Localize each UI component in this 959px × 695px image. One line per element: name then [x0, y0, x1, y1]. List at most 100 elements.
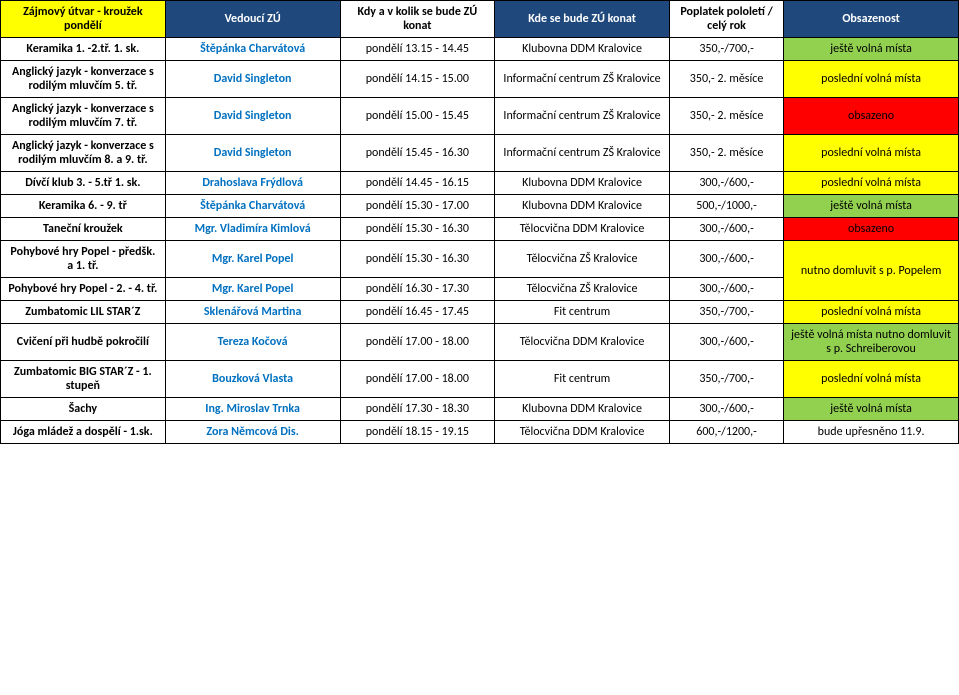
- cell-where: Tělocvična DDM Kralovice: [495, 218, 670, 241]
- cell-where: Tělocvična ZŠ Kralovice: [495, 241, 670, 278]
- cell-leader: Bouzková Vlasta: [165, 361, 340, 398]
- cell-where: Klubovna DDM Kralovice: [495, 195, 670, 218]
- cell-avail: obsazeno: [784, 98, 959, 135]
- cell-where: Informační centrum ZŠ Kralovice: [495, 135, 670, 172]
- cell-avail: poslední volná místa: [784, 172, 959, 195]
- cell-fee: 300,-/600,-: [669, 172, 783, 195]
- cell-where: Klubovna DDM Kralovice: [495, 398, 670, 421]
- cell-when: pondělí 17.00 - 18.00: [340, 361, 495, 398]
- cell-avail: obsazeno: [784, 218, 959, 241]
- table-row: Anglický jazyk - konverzace s rodilým ml…: [1, 61, 959, 98]
- cell-name: Keramika 1. -2.tř. 1. sk.: [1, 38, 166, 61]
- cell-avail: poslední volná místa: [784, 135, 959, 172]
- cell-fee: 500,-/1000,-: [669, 195, 783, 218]
- table-row: Anglický jazyk - konverzace s rodilým ml…: [1, 98, 959, 135]
- cell-where: Klubovna DDM Kralovice: [495, 38, 670, 61]
- table-row: ŠachyIng. Miroslav Trnkapondělí 17.30 - …: [1, 398, 959, 421]
- table-row: Zumbatomic LIL STAR´ZSklenářová Martinap…: [1, 301, 959, 324]
- cell-where: Tělocvična DDM Kralovice: [495, 324, 670, 361]
- cell-avail: ještě volná místa: [784, 195, 959, 218]
- cell-when: pondělí 13.15 - 14.45: [340, 38, 495, 61]
- table-row: Cvičení při hudbě pokročilíTereza Kočová…: [1, 324, 959, 361]
- cell-fee: 300,-/600,-: [669, 241, 783, 278]
- cell-name: Pohybové hry Popel - předšk. a 1. tř.: [1, 241, 166, 278]
- cell-when: pondělí 15.00 - 15.45: [340, 98, 495, 135]
- cell-name: Jóga mládež a dospělí - 1.sk.: [1, 421, 166, 444]
- cell-fee: 350,- 2. měsíce: [669, 98, 783, 135]
- cell-avail: bude upřesněno 11.9.: [784, 421, 959, 444]
- header-where: Kde se bude ZÚ konat: [495, 1, 670, 38]
- cell-name: Taneční kroužek: [1, 218, 166, 241]
- table-row: Keramika 1. -2.tř. 1. sk.Štěpánka Charvá…: [1, 38, 959, 61]
- cell-where: Klubovna DDM Kralovice: [495, 172, 670, 195]
- table-body: Keramika 1. -2.tř. 1. sk.Štěpánka Charvá…: [1, 38, 959, 444]
- header-name: Zájmový útvar - kroužek pondělí: [1, 1, 166, 38]
- cell-leader: Štěpánka Charvátová: [165, 38, 340, 61]
- cell-when: pondělí 16.30 - 17.30: [340, 278, 495, 301]
- cell-where: Tělocvična DDM Kralovice: [495, 421, 670, 444]
- cell-avail: ještě volná místa: [784, 398, 959, 421]
- cell-when: pondělí 15.30 - 16.30: [340, 218, 495, 241]
- cell-leader: Mgr. Vladimíra Kimlová: [165, 218, 340, 241]
- header-row: Zájmový útvar - kroužek pondělí Vedoucí …: [1, 1, 959, 38]
- cell-when: pondělí 14.15 - 15.00: [340, 61, 495, 98]
- cell-avail: nutno domluvit s p. Popelem: [784, 241, 959, 301]
- cell-name: Anglický jazyk - konverzace s rodilým ml…: [1, 61, 166, 98]
- header-leader: Vedoucí ZÚ: [165, 1, 340, 38]
- table-row: Anglický jazyk - konverzace s rodilým ml…: [1, 135, 959, 172]
- cell-leader: Sklenářová Martina: [165, 301, 340, 324]
- cell-name: Pohybové hry Popel - 2. - 4. tř.: [1, 278, 166, 301]
- cell-fee: 350,- 2. měsíce: [669, 61, 783, 98]
- cell-when: pondělí 15.45 - 16.30: [340, 135, 495, 172]
- cell-when: pondělí 15.30 - 16.30: [340, 241, 495, 278]
- table-row: Keramika 6. - 9. třŠtěpánka Charvátovápo…: [1, 195, 959, 218]
- cell-name: Keramika 6. - 9. tř: [1, 195, 166, 218]
- cell-fee: 300,-/600,-: [669, 324, 783, 361]
- cell-fee: 300,-/600,-: [669, 398, 783, 421]
- cell-leader: Štěpánka Charvátová: [165, 195, 340, 218]
- cell-where: Fit centrum: [495, 361, 670, 398]
- table-row: Taneční kroužekMgr. Vladimíra Kimlovápon…: [1, 218, 959, 241]
- cell-avail: ještě volná místa nutno domluvit s p. Sc…: [784, 324, 959, 361]
- cell-fee: 350,-/700,-: [669, 361, 783, 398]
- cell-leader: David Singleton: [165, 61, 340, 98]
- cell-avail: poslední volná místa: [784, 301, 959, 324]
- cell-leader: David Singleton: [165, 135, 340, 172]
- cell-fee: 300,-/600,-: [669, 278, 783, 301]
- cell-when: pondělí 18.15 - 19.15: [340, 421, 495, 444]
- cell-where: Informační centrum ZŠ Kralovice: [495, 98, 670, 135]
- cell-leader: Zora Němcová Dis.: [165, 421, 340, 444]
- cell-leader: Ing. Miroslav Trnka: [165, 398, 340, 421]
- table-row: Zumbatomic BIG STAR´Z - 1. stupeňBouzkov…: [1, 361, 959, 398]
- cell-name: Dívčí klub 3. - 5.tř 1. sk.: [1, 172, 166, 195]
- table-row: Jóga mládež a dospělí - 1.sk.Zora Němcov…: [1, 421, 959, 444]
- cell-avail: poslední volná místa: [784, 61, 959, 98]
- cell-name: Anglický jazyk - konverzace s rodilým ml…: [1, 135, 166, 172]
- cell-when: pondělí 15.30 - 17.00: [340, 195, 495, 218]
- table-row: Pohybové hry Popel - předšk. a 1. tř.Mgr…: [1, 241, 959, 278]
- cell-when: pondělí 17.30 - 18.30: [340, 398, 495, 421]
- cell-leader: Mgr. Karel Popel: [165, 241, 340, 278]
- cell-leader: Tereza Kočová: [165, 324, 340, 361]
- cell-name: Cvičení při hudbě pokročilí: [1, 324, 166, 361]
- cell-fee: 300,-/600,-: [669, 218, 783, 241]
- cell-avail: ještě volná místa: [784, 38, 959, 61]
- cell-leader: Drahoslava Frýdlová: [165, 172, 340, 195]
- cell-fee: 600,-/1200,-: [669, 421, 783, 444]
- table-row: Dívčí klub 3. - 5.tř 1. sk.Drahoslava Fr…: [1, 172, 959, 195]
- cell-name: Zumbatomic BIG STAR´Z - 1. stupeň: [1, 361, 166, 398]
- header-when: Kdy a v kolik se bude ZÚ konat: [340, 1, 495, 38]
- schedule-table: Zájmový útvar - kroužek pondělí Vedoucí …: [0, 0, 959, 444]
- cell-fee: 350,-/700,-: [669, 38, 783, 61]
- cell-leader: Mgr. Karel Popel: [165, 278, 340, 301]
- cell-when: pondělí 16.45 - 17.45: [340, 301, 495, 324]
- cell-fee: 350,- 2. měsíce: [669, 135, 783, 172]
- cell-avail: poslední volná místa: [784, 361, 959, 398]
- cell-name: Zumbatomic LIL STAR´Z: [1, 301, 166, 324]
- cell-where: Tělocvična ZŠ Kralovice: [495, 278, 670, 301]
- cell-where: Informační centrum ZŠ Kralovice: [495, 61, 670, 98]
- cell-where: Fit centrum: [495, 301, 670, 324]
- header-avail: Obsazenost: [784, 1, 959, 38]
- cell-when: pondělí 17.00 - 18.00: [340, 324, 495, 361]
- cell-name: Šachy: [1, 398, 166, 421]
